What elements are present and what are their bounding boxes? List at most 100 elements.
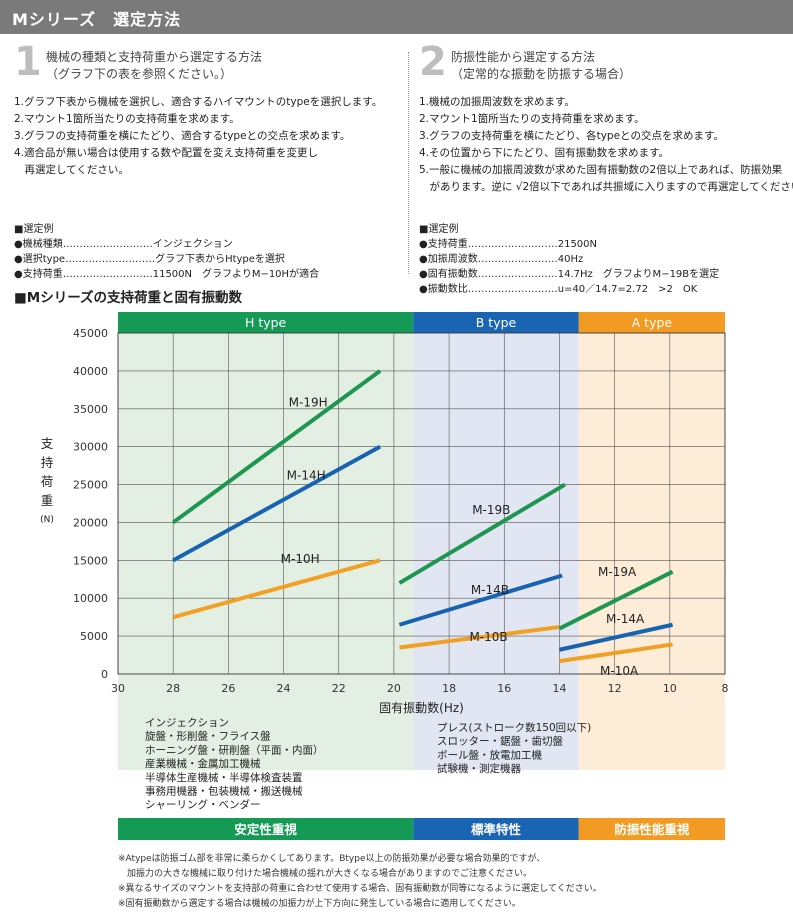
footnote: ※固有振動数から選定する場合は機械の加振力が上下方向に発生している場合に適用して… [118, 899, 521, 909]
series-label: M-14A [606, 612, 645, 626]
series-line [399, 625, 560, 650]
band-top-bar [578, 312, 725, 333]
x-tick-label: 20 [387, 682, 401, 695]
band-label: B type [476, 315, 517, 330]
step: 1.グラフ下表から機械を選択し、適合するハイマウントのtypeを選択します。 [14, 96, 383, 108]
method-2-title: 防振性能から選定する方法 [451, 50, 596, 64]
h-type-machine: 産業機械・金属加工機械 [145, 757, 261, 770]
h-type-machine: シャーリング・ベンダー [145, 798, 261, 811]
example-line: ●振動数比………………………u=40／14.7=2.72 >2 OK [419, 284, 698, 295]
method-1-example: ■選定例 ●機械種類………………………インジェクション ●選択type……………… [14, 222, 319, 282]
step: 1.機械の加振周波数を求めます。 [419, 96, 575, 108]
example-line: ●支持荷重………………………21500N [419, 239, 598, 250]
band-bottom-label: 安定性重視 [234, 822, 297, 837]
x-tick-label: 22 [332, 682, 346, 695]
column-divider [408, 52, 409, 274]
x-tick-label: 24 [277, 682, 291, 695]
footnote: 加振力の大きな機械に取り付けた場合機械の揺れが大きくなる場合がありますのでご注意… [118, 869, 533, 879]
step: 2.マウント1箇所当たりの支持荷重を求めます。 [14, 113, 240, 125]
x-tick-label: 8 [722, 682, 729, 695]
series-label: M-10B [469, 630, 507, 644]
x-tick-label: 12 [608, 682, 622, 695]
y-axis-unit: (N) [40, 515, 54, 525]
x-tick-label: 10 [663, 682, 677, 695]
step: 4.適合品が無い場合は使用する数や配置を変え支持荷重を変更し [14, 147, 319, 159]
section-number-1: 1 [14, 39, 42, 85]
example-title: ■選定例 [14, 224, 54, 235]
x-tick-label: 26 [221, 682, 235, 695]
h-type-machine: インジェクション [145, 717, 229, 729]
h-type-machine: 旋盤・形削盤・フライス盤 [145, 730, 271, 743]
series-line [398, 573, 563, 627]
load-frequency-chart: H type 安定性重視 B type 標準特性 A type 防振性能重視 0 5000 10… [40, 312, 729, 840]
series-label: M-19A [598, 565, 637, 579]
series-label: M-19H [289, 396, 328, 410]
band-bottom-bar [413, 818, 579, 840]
step: 3.グラフの支持荷重を横にたどり、各typeとの交点を求めます。 [419, 130, 724, 142]
method-2-subtitle: （定常的な振動を防振する場合） [451, 67, 632, 81]
y-axis-label-char: 荷 [41, 474, 54, 489]
b-type-machine: プレス(ストローク数150回以下) [437, 721, 591, 734]
x-tick-label: 30 [111, 682, 125, 695]
y-tick-label: 35000 [73, 403, 108, 416]
b-type-machine: 試験機・測定機器 [437, 762, 521, 775]
h-type-machine: ホーニング盤・研削盤（平面・内面） [145, 743, 324, 756]
series-line [172, 558, 381, 620]
y-tick-label: 0 [101, 668, 108, 681]
band-top-bar [413, 312, 579, 333]
method-2-steps: 1.機械の加振周波数を求めます。 2.マウント1箇所当たりの支持荷重を求めます。… [419, 94, 793, 196]
section-number-2: 2 [419, 39, 447, 85]
series-line [559, 642, 673, 664]
y-tick-label: 10000 [73, 592, 108, 605]
y-axis-label-char: 持 [41, 455, 54, 470]
step: があります。逆に √2倍以下であれば共振域に入りますので再選定してください。 [419, 181, 793, 193]
band-label: A type [632, 315, 673, 330]
band-bottom-bar [578, 818, 725, 840]
x-tick-label: 28 [166, 682, 180, 695]
step: 再選定してください。 [14, 164, 129, 176]
series-line [172, 369, 382, 525]
band-bottom-bar [118, 818, 414, 840]
x-tick-label: 16 [497, 682, 511, 695]
example-line: ●固有振動数……………………14.7Hz グラフよりM−19Bを選定 [419, 269, 720, 280]
y-axis-label-char: 重 [41, 493, 54, 508]
method-1-subtitle: （グラフ下の表を参照ください。） [46, 67, 233, 81]
step: 3.グラフの支持荷重を横にたどり、適合するtypeとの交点を求めます。 [14, 130, 351, 142]
step: 4.その位置から下にたどり、固有振動数を求めます。 [419, 147, 670, 159]
step: 2.マウント1箇所当たりの支持荷重を求めます。 [419, 113, 645, 125]
y-tick-label: 15000 [73, 554, 108, 567]
band-background [578, 333, 725, 770]
example-line: ●機械種類………………………インジェクション [14, 239, 233, 250]
series-line [559, 622, 674, 652]
h-type-machine: 半導体生産機械・半導体検査装置 [145, 771, 303, 784]
header-bar: Mシリーズ 選定方法 [0, 0, 793, 34]
x-axis-label: 固有振動数(Hz) [379, 700, 464, 715]
y-tick-label: 40000 [73, 365, 108, 378]
method-1-steps: 1.グラフ下表から機械を選択し、適合するハイマウントのtypeを選択します。 2… [14, 94, 394, 179]
series-label: M-14H [287, 469, 326, 483]
x-tick-label: 18 [442, 682, 456, 695]
series-label: M-19B [472, 503, 510, 517]
series-label: M-10A [600, 664, 639, 678]
band-bottom-label: 防振性能重視 [614, 822, 690, 837]
method-2-example: ■選定例 ●支持荷重………………………21500N ●加振周波数……………………… [419, 222, 719, 297]
y-tick-label: 5000 [80, 630, 108, 643]
x-tick-label: 14 [552, 682, 566, 695]
page-title: Mシリーズ 選定方法 [12, 10, 182, 29]
b-type-machine: スロッター・鋸盤・歯切盤 [437, 735, 563, 748]
y-axis-label-char: 支 [41, 436, 54, 451]
series-label: M-10H [281, 552, 320, 566]
band-bottom-label: 標準特性 [471, 822, 522, 837]
band-background [118, 333, 414, 770]
example-line: ●選択type………………………グラフ下表からHtypeを選択 [14, 254, 285, 265]
b-type-machine: ボール盤・放電加工機 [437, 748, 542, 761]
series-line [172, 444, 382, 563]
series-line [558, 569, 674, 631]
y-tick-label: 20000 [73, 516, 108, 529]
example-title: ■選定例 [419, 224, 459, 235]
footnotes: ※Atypeは防振ゴム部を非常に柔らかくしてあります。Btype以上の防振効果が… [118, 852, 778, 912]
footnote: ※Atypeは防振ゴム部を非常に柔らかくしてあります。Btype以上の防振効果が… [118, 854, 546, 864]
footnote: ※異なるサイズのマウントを支持部の荷重に合わせて使用する場合、固有振動数が同等に… [118, 884, 602, 894]
y-tick-label: 30000 [73, 441, 108, 454]
y-tick-label: 25000 [73, 479, 108, 492]
